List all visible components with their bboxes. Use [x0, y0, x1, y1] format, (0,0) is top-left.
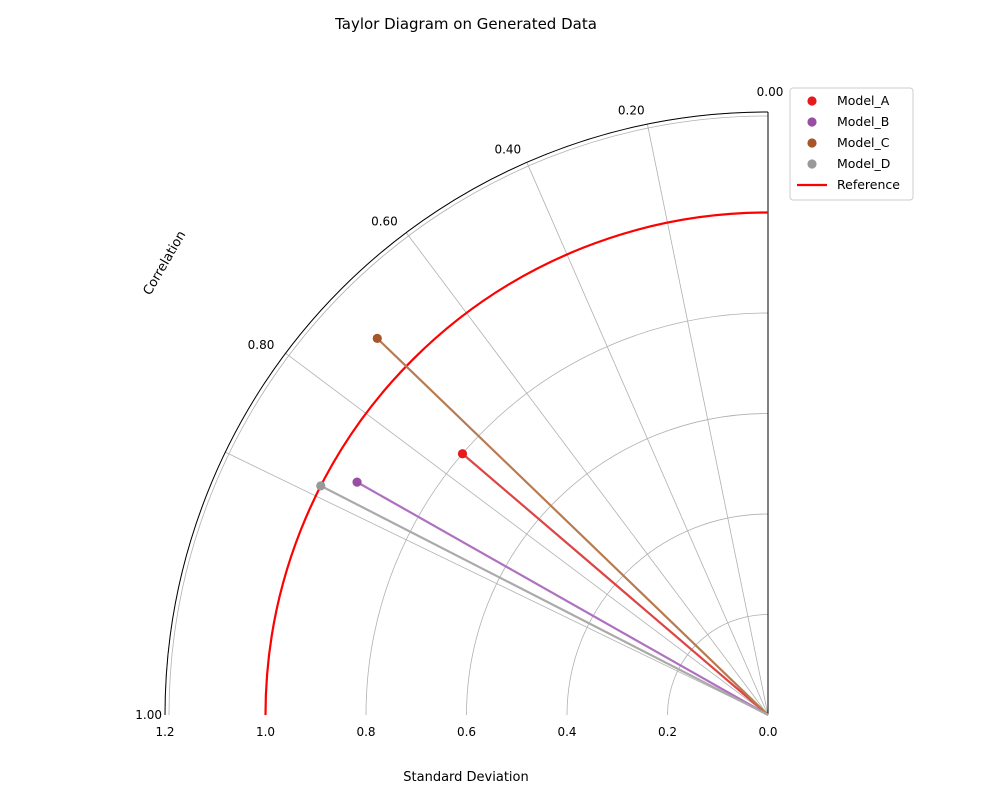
std-tick-label: 1.2	[155, 725, 174, 739]
legend: Model_A Model_B Model_C Model_D Reference	[789, 87, 914, 201]
series-line	[320, 484, 769, 716]
tick-labels: 0.00 0.20 0.40 0.60 0.80 1.00 0.0 0.2 0.4 0.6 0.8 1…	[135, 85, 783, 739]
series-line	[461, 452, 769, 716]
legend-label: Model_C	[837, 135, 890, 150]
chart-title: Taylor Diagram on Generated Data	[334, 15, 597, 33]
frame	[164, 111, 769, 716]
std-tick-label: 0.6	[457, 725, 476, 739]
x-axis-label: Standard Deviation	[403, 770, 528, 785]
correlation-grid-line	[225, 451, 769, 716]
legend-marker	[807, 138, 817, 148]
std-grid-arc	[365, 312, 769, 716]
outer-arc	[164, 111, 769, 716]
std-tick-label: 1.0	[256, 725, 275, 739]
legend-label: Model_B	[837, 114, 889, 129]
correlation-tick-label: 0.00	[757, 85, 784, 99]
std-tick-label: 0.2	[658, 725, 677, 739]
legend-box	[789, 87, 914, 201]
std-grid-arc	[466, 413, 769, 716]
legend-label: Model_D	[837, 156, 890, 171]
correlation-tick-label: 0.60	[371, 214, 398, 228]
correlation-grid-line	[285, 352, 769, 716]
correlation-tick-label: 1.00	[135, 708, 162, 722]
correlation-tick-label: 0.80	[248, 338, 275, 352]
correlation-grid-line	[526, 162, 769, 716]
legend-marker	[807, 96, 817, 106]
series-line	[356, 481, 769, 716]
angle-axis-label: Correlation	[141, 228, 190, 298]
legend-label: Model_A	[837, 93, 890, 108]
series-point	[316, 481, 326, 491]
series-point	[372, 333, 382, 343]
std-tick-label: 0.0	[758, 725, 777, 739]
correlation-tick-label: 0.40	[494, 143, 521, 157]
grid	[164, 111, 769, 716]
correlation-grid-line	[405, 232, 769, 716]
series-point	[352, 477, 362, 487]
correlation-tick-label: 0.20	[618, 103, 645, 117]
std-grid-arc	[265, 212, 769, 716]
series-line	[376, 337, 769, 716]
reference-arc	[264, 211, 769, 716]
reference-layer	[264, 211, 769, 716]
series-layer	[316, 333, 769, 716]
std-grid-arc	[566, 513, 769, 716]
std-tick-label: 0.8	[356, 725, 375, 739]
legend-label: Reference	[837, 177, 900, 192]
legend-marker	[807, 159, 817, 169]
outer-arc-inner	[168, 115, 769, 716]
std-grid-arc	[164, 111, 769, 716]
std-tick-label: 0.4	[557, 725, 576, 739]
legend-marker	[807, 117, 817, 127]
std-grid-arc	[667, 614, 769, 716]
series-point	[457, 449, 468, 459]
